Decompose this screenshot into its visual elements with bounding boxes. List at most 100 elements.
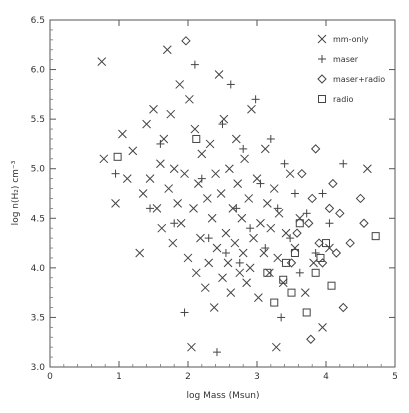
legend-mm-only-marker (317, 34, 327, 44)
maser-point (170, 219, 179, 228)
radio-point (371, 232, 380, 241)
maser-radio-point (359, 218, 369, 228)
mm-only-point (157, 223, 167, 233)
maser-point (277, 313, 286, 322)
mm-only-point (180, 169, 189, 179)
maser-point (197, 174, 206, 183)
radio-point (316, 253, 325, 262)
mm-only-point (197, 149, 207, 159)
maser-radio-point (181, 36, 191, 46)
x-tick-label: 5 (392, 372, 398, 382)
x-tick-label: 1 (116, 372, 122, 382)
mm-only-point (135, 248, 145, 258)
mm-only-point (138, 189, 148, 198)
maser-point (290, 189, 299, 198)
x-axis-label: log Mass (Msun) (187, 391, 260, 401)
mm-only-point (156, 159, 165, 169)
mm-only-point (235, 268, 245, 278)
maser-radio-point (324, 203, 335, 214)
mm-only-point (168, 238, 178, 248)
mm-only-point (142, 119, 151, 129)
radio-point (279, 275, 288, 284)
maser-point (256, 179, 265, 188)
legend-label: maser+radio (333, 75, 385, 84)
maser-point (266, 134, 275, 143)
mm-only-point (260, 144, 270, 154)
maser-point (311, 248, 320, 257)
mm-only-point (189, 204, 198, 213)
mm-only-point (278, 278, 288, 288)
mm-only-point (173, 199, 183, 208)
maser-radio-point (314, 238, 324, 248)
maser-radio-point (335, 208, 345, 219)
mm-only-point (309, 258, 318, 268)
mm-only-point (252, 174, 262, 183)
mm-only-point (318, 322, 327, 332)
maser-point (221, 248, 230, 257)
maser-point (302, 209, 311, 218)
y-tick-label: 4.0 (31, 264, 46, 274)
legend-maser-radio-marker (317, 74, 327, 84)
mm-only-point (190, 124, 200, 134)
plot-frame (49, 19, 396, 368)
maser-point (239, 144, 248, 153)
x-tick-label: 0 (47, 372, 53, 382)
mm-only-point (266, 223, 276, 233)
y-tick-label: 5.5 (31, 115, 45, 125)
mm-only-point (183, 253, 193, 263)
maser-point (111, 169, 120, 178)
maser-radio-point (292, 228, 302, 238)
legend-label: radio (333, 95, 353, 104)
mm-only-point (262, 199, 272, 208)
mm-only-point (211, 169, 220, 179)
radio-point (322, 239, 330, 248)
maser-point (146, 204, 155, 213)
mm-only-point (265, 268, 274, 278)
mm-only-point (159, 134, 169, 144)
mm-only-point (221, 228, 231, 238)
mm-only-point (233, 179, 243, 188)
mm-only-point (273, 253, 283, 263)
mm-only-point (145, 174, 155, 183)
mm-only-point (97, 57, 107, 66)
y-tick-label: 6.0 (31, 66, 46, 76)
axis-ticks: 0 1 2 3 4 5 3.0 3.5 4.0 4.5 5.0 5.5 6.0 6.5 (31, 16, 398, 382)
mm-only-point (325, 243, 334, 253)
mm-only-point (111, 199, 120, 208)
mm-only-point (238, 248, 248, 258)
mm-only-point (214, 70, 224, 79)
legend-label: mm-only (333, 35, 369, 44)
mm-only-point (122, 174, 132, 183)
radio-point (192, 134, 201, 143)
radio-point (295, 219, 304, 228)
maser-point (273, 204, 282, 213)
y-tick-label: 3.0 (31, 363, 46, 373)
maser-point (251, 95, 260, 104)
mm-only-point (193, 179, 203, 188)
y-axis-label: log n(H₂) cm⁻³ (11, 160, 21, 225)
maser-point (235, 258, 244, 267)
mm-only-point (176, 218, 186, 228)
mm-only-point (285, 169, 295, 179)
maser-point (318, 189, 327, 198)
legend: mm-only maser maser+radio radio (317, 34, 385, 104)
mm-only-point (256, 218, 265, 228)
mm-only-point (169, 164, 179, 174)
mm-only-point (225, 164, 234, 174)
mm-only-point (281, 228, 291, 238)
maser-radio-point (304, 218, 314, 228)
mm-only-point (205, 139, 215, 149)
mm-only-point (212, 243, 222, 253)
mm-only-point (118, 129, 127, 139)
maser-radio-point (286, 258, 297, 268)
mm-only-point (223, 258, 233, 268)
radio-point (302, 308, 311, 317)
mm-only-point (175, 80, 185, 89)
maser-radio-point (306, 334, 316, 344)
mm-only-point (226, 288, 236, 297)
data-points (97, 36, 380, 357)
mm-only-point (363, 164, 372, 174)
mm-only-point (271, 342, 281, 352)
mm-only-point (300, 288, 310, 297)
mm-only-point (245, 263, 255, 273)
